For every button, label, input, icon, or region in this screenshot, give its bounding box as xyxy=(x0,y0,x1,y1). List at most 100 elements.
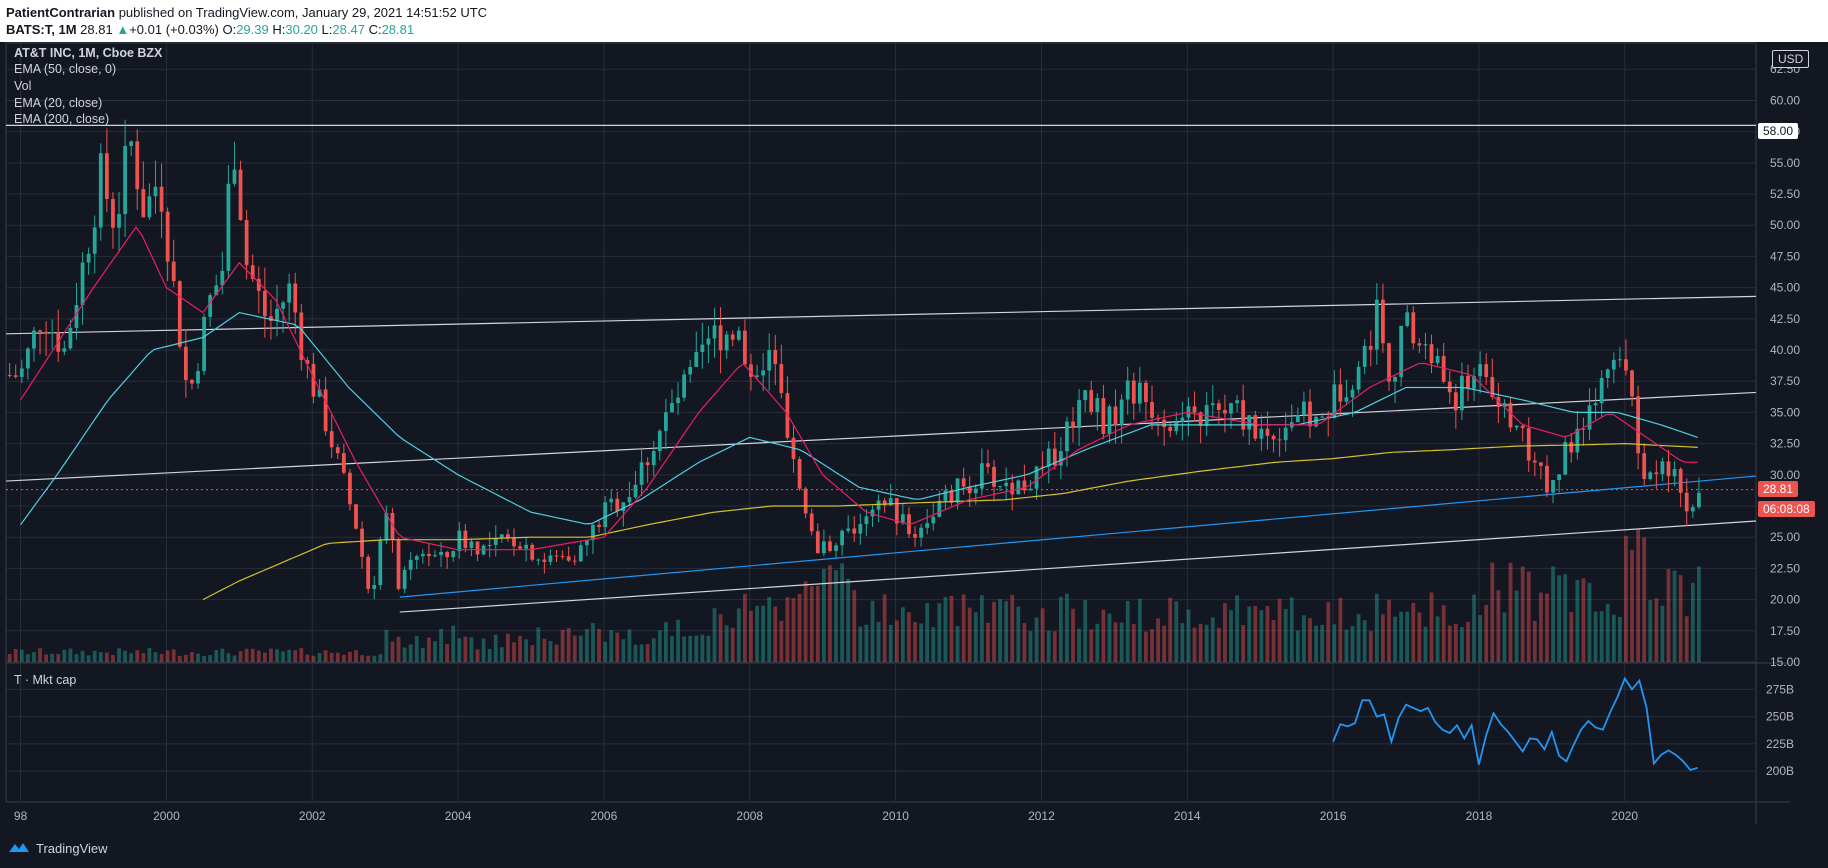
candle-body xyxy=(1435,356,1440,364)
candle-body xyxy=(809,513,814,532)
candle-body xyxy=(670,402,674,413)
candle-body xyxy=(499,534,504,539)
volume-bar xyxy=(1423,626,1428,662)
volume-bar xyxy=(627,629,632,662)
volume-bar xyxy=(730,627,735,662)
candle-body xyxy=(627,497,632,503)
candle-body xyxy=(402,569,407,589)
legend-ema20[interactable]: EMA (20, close) xyxy=(14,96,103,110)
lower-channel xyxy=(399,520,1757,613)
volume-bar xyxy=(1022,623,1027,662)
candle-body xyxy=(1107,406,1112,434)
candle-body xyxy=(706,338,711,345)
volume-bar xyxy=(597,628,601,662)
volume-bar xyxy=(1429,592,1434,662)
author-name[interactable]: PatientContrarian xyxy=(6,5,116,20)
candle-body xyxy=(396,540,401,589)
candle-body xyxy=(524,544,529,549)
publish-line: PatientContrarian published on TradingVi… xyxy=(6,5,487,20)
candle-body xyxy=(1265,428,1270,436)
currency-tag[interactable]: USD xyxy=(1772,50,1810,68)
sub-y-tick-label: 200B xyxy=(1766,764,1794,778)
candle-body xyxy=(50,332,55,334)
candle-body xyxy=(141,189,146,218)
volume-bar xyxy=(1672,570,1677,662)
volume-bar xyxy=(1545,593,1549,662)
candle-body xyxy=(1569,442,1574,453)
volume-bar xyxy=(317,652,322,662)
volume-bar xyxy=(961,594,966,662)
candle-body xyxy=(1253,415,1258,439)
volume-bar xyxy=(1654,598,1659,662)
volume-bar xyxy=(1077,628,1081,662)
volume-bar xyxy=(56,654,61,662)
open-value: 29.39 xyxy=(236,22,269,37)
y-tick-label: 22.50 xyxy=(1770,561,1800,575)
volume-bar xyxy=(1277,598,1282,662)
candle-body xyxy=(135,141,140,190)
volume-bar xyxy=(238,651,243,662)
volume-bar xyxy=(135,650,140,662)
candle-body xyxy=(1052,448,1057,466)
trendlines xyxy=(5,124,1757,613)
candle-body xyxy=(1277,439,1282,441)
volume-bar xyxy=(1539,592,1543,662)
volume-bar xyxy=(159,653,164,662)
candle-body xyxy=(171,261,176,282)
legend-ema50[interactable]: EMA (50, close, 0) xyxy=(14,62,117,76)
volume-bar xyxy=(335,652,340,662)
y-tick-label: 25.00 xyxy=(1770,530,1800,544)
tradingview-footer[interactable]: TradingView xyxy=(8,840,108,857)
legend-ema200[interactable]: EMA (200, close) xyxy=(14,112,110,126)
volume-bar xyxy=(117,648,121,662)
volume-bar xyxy=(603,641,608,662)
candle-body xyxy=(177,281,182,347)
candle-body xyxy=(80,262,85,305)
candle-body xyxy=(117,214,121,228)
candle-body xyxy=(1168,426,1173,432)
volume-bar xyxy=(129,653,134,662)
volume-bar xyxy=(1411,602,1416,662)
volume-bar xyxy=(1180,623,1185,662)
candle-body xyxy=(1490,377,1495,398)
last-price-tag: 28.81 xyxy=(1758,481,1799,497)
candle-body xyxy=(256,278,261,291)
volume-bar xyxy=(1052,631,1057,662)
volume-bar xyxy=(80,650,85,662)
volume-bar xyxy=(572,635,577,662)
volume-bar xyxy=(1229,610,1233,662)
candle-body xyxy=(1393,376,1397,382)
volume-bar xyxy=(1496,590,1501,662)
candle-body xyxy=(1624,359,1628,371)
low-value: 28.47 xyxy=(332,22,365,37)
volume-bar xyxy=(360,655,364,662)
candle-body xyxy=(1532,460,1537,463)
candle-body xyxy=(615,498,620,512)
volume-bar xyxy=(1308,618,1312,662)
candle-body xyxy=(123,146,127,215)
mktcap-pane-title[interactable]: T · Mkt cap xyxy=(14,673,77,687)
volume-bar xyxy=(1247,606,1252,662)
price-chart[interactable]: 62.5060.0057.5055.0052.5050.0047.5045.00… xyxy=(0,42,1828,842)
volume-bar xyxy=(1089,629,1094,662)
volume-bar xyxy=(560,629,565,662)
x-tick-label: 2018 xyxy=(1466,809,1493,823)
candle-body xyxy=(305,360,310,364)
candle-body xyxy=(25,348,30,369)
legend-volume[interactable]: Vol xyxy=(14,79,32,93)
volume-bar xyxy=(1216,627,1221,662)
volume-bar xyxy=(1235,595,1239,662)
candle-body xyxy=(633,484,638,498)
candle-body xyxy=(761,370,766,376)
volume-bar xyxy=(1314,625,1318,662)
volume-bar xyxy=(1508,562,1513,662)
volume-bar xyxy=(1520,566,1525,662)
y-tick-label: 45.00 xyxy=(1770,281,1800,295)
volume-bar xyxy=(372,655,377,662)
volume-bar xyxy=(1374,593,1379,662)
x-tick-label: 2010 xyxy=(882,809,909,823)
volume-bar xyxy=(907,612,911,662)
volume-bar xyxy=(651,638,656,662)
candle-body xyxy=(1441,356,1446,382)
candle-body xyxy=(937,500,942,517)
